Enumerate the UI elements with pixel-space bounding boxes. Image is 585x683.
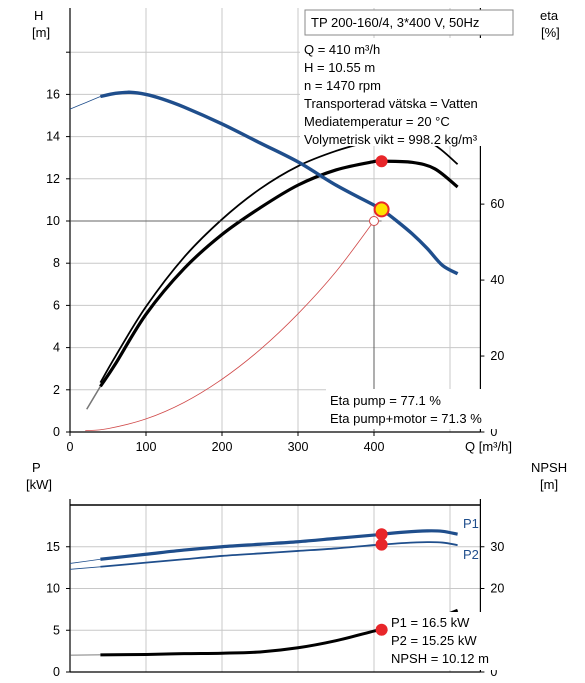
h-tick-label-0: 0: [53, 425, 60, 439]
info-box-title-frame: [304, 9, 514, 36]
h-tick-label-16: 16: [46, 87, 60, 101]
efficiency-box-background: [326, 389, 516, 429]
series-p2-extension: [69, 566, 101, 570]
h-tick-label-8: 8: [53, 256, 60, 270]
info-liquid: Transporterad vätska = Vatten: [304, 96, 478, 111]
q-tick-label-300: 300: [288, 440, 309, 454]
power-npsh-series: [69, 529, 459, 657]
duty-point-p1: [375, 528, 388, 541]
npsh-tick-label-20: 20: [490, 582, 504, 596]
q-axis-title: Q [m³/h]: [465, 439, 512, 454]
h-tick-label-12: 12: [46, 172, 60, 186]
npsh-value-text: NPSH = 10.12 m: [391, 651, 489, 666]
info-flow: Q = 410 m³/h: [304, 42, 380, 57]
system-curve: [85, 220, 375, 432]
eta-tick-label-0: 0: [490, 425, 497, 439]
eta-tick-label-20: 20: [490, 349, 504, 363]
p-tick-label-0: 0: [53, 665, 60, 679]
h-tick-label-4: 4: [53, 341, 60, 355]
h-axis-unit: [m]: [32, 25, 50, 40]
npsh-tick-label-0: 0: [490, 665, 497, 679]
p-axis-unit: [kW]: [26, 477, 52, 492]
eta-axis-title: eta: [540, 8, 559, 23]
power-npsh-markers: [375, 528, 388, 636]
power-text-box: P1 = 16.5 kW P2 = 15.25 kW NPSH = 10.12 …: [388, 612, 508, 670]
q-tick-label-0: 0: [67, 440, 74, 454]
info-temperature: Mediatemperatur = 20 °C: [304, 114, 450, 129]
p2-series-label: P2: [463, 547, 479, 562]
duty-point-eta_pump_motor: [375, 155, 388, 168]
efficiency-box: Eta pump = 77.1 % Eta pump+motor = 71.3 …: [326, 389, 516, 429]
efficiency-curve-extension: [86, 386, 102, 410]
series-p1: [100, 529, 458, 561]
power-text-background: [388, 612, 508, 670]
q-tick-label-100: 100: [136, 440, 157, 454]
info-box-title: TP 200-160/4, 3*400 V, 50Hz: [311, 15, 479, 30]
series-p2: [100, 541, 458, 568]
head-efficiency-markers: [70, 133, 390, 432]
h-tick-label-10: 10: [46, 214, 60, 228]
npsh-tick-label-30: 30: [490, 540, 504, 554]
info-speed: n = 1470 rpm: [304, 78, 381, 93]
info-head: H = 10.55 m: [304, 60, 375, 75]
h-tick-label-14: 14: [46, 130, 60, 144]
eta-pump-text: Eta pump = 77.1 %: [330, 393, 441, 408]
eta-tick-label-60: 60: [490, 197, 504, 211]
duty-point-p2: [375, 538, 388, 551]
p1-series-label: P1: [463, 516, 479, 531]
series-npsh: [100, 628, 382, 657]
p-axis-title: P: [32, 460, 41, 475]
info-density: Volymetrisk vikt = 998.2 kg/m³: [304, 132, 478, 147]
head-curve: [100, 90, 459, 276]
npsh-axis-unit: [m]: [540, 477, 558, 492]
eta-tick-label-40: 40: [490, 273, 504, 287]
series-p1-extension: [69, 558, 101, 564]
h-tick-label-6: 6: [53, 298, 60, 312]
eta-pump-motor-text: Eta pump+motor = 71.3 %: [330, 411, 482, 426]
info-box-background: [300, 38, 512, 146]
eta-axis-unit: [%]: [541, 25, 560, 40]
duty-point-npsh: [375, 623, 388, 636]
p-tick-label-10: 10: [46, 582, 60, 596]
npsh-axis-title: NPSH: [531, 460, 567, 475]
eta-pump-curve: [99, 137, 459, 384]
h-axis-title: H: [34, 8, 43, 23]
head-curve-extension: [69, 96, 101, 110]
info-box: TP 200-160/4, 3*400 V, 50Hz Q = 410 m³/h…: [300, 9, 514, 147]
p-tick-label-15: 15: [46, 540, 60, 554]
system-curve-end-marker: [369, 216, 379, 226]
p1-value-text: P1 = 16.5 kW: [391, 615, 470, 630]
q-tick-label-200: 200: [212, 440, 233, 454]
p-tick-label-5: 5: [53, 623, 60, 637]
operating-point-marker: [373, 201, 390, 218]
eta-pump-motor-curve: [99, 159, 459, 388]
p2-value-text: P2 = 15.25 kW: [391, 633, 477, 648]
q-tick-label-400: 400: [364, 440, 385, 454]
h-tick-label-2: 2: [53, 383, 60, 397]
